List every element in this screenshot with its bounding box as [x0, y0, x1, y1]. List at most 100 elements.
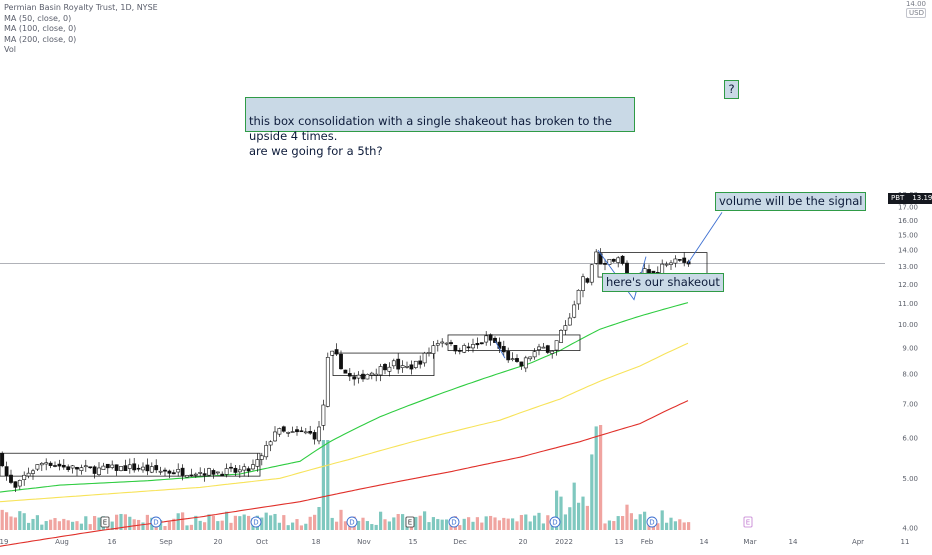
- candle-body: [325, 357, 330, 407]
- candle-body: [224, 468, 229, 475]
- x-tick-label: 16: [108, 538, 117, 546]
- x-tick-label: 20: [519, 538, 528, 546]
- candle-body: [9, 474, 13, 483]
- dividend-icon[interactable]: D: [346, 516, 358, 528]
- y-tick-label: 10.00: [898, 321, 918, 329]
- dividend-icon[interactable]: D: [150, 516, 162, 528]
- volume-bar: [317, 507, 321, 530]
- note-volume[interactable]: volume will be the signal: [715, 192, 867, 211]
- earnings-badge: [743, 516, 753, 528]
- dividend-icon[interactable]: D: [250, 516, 262, 528]
- volume-bar: [145, 514, 149, 530]
- volume-bar: [537, 512, 541, 530]
- candle-body: [273, 431, 277, 442]
- volume-bar: [401, 514, 405, 530]
- event-label: D: [649, 519, 654, 527]
- note-main[interactable]: this box consolidation with a single sha…: [245, 97, 635, 158]
- candle-body: [83, 465, 88, 468]
- earnings-icon[interactable]: E: [405, 516, 415, 528]
- candle-body: [26, 472, 31, 477]
- volume-bar: [62, 518, 66, 530]
- y-tick-label: 8.00: [902, 371, 918, 379]
- candle-body: [171, 472, 176, 475]
- candle-body: [413, 360, 418, 368]
- y-tick-label: 15.00: [898, 231, 918, 239]
- candle-body: [356, 374, 361, 379]
- earnings-icon[interactable]: E: [100, 516, 110, 528]
- volume-bar: [207, 514, 211, 530]
- candle-body: [581, 276, 585, 291]
- candle-body: [48, 462, 53, 466]
- candle-body: [4, 466, 9, 476]
- volume-bar: [313, 514, 317, 530]
- candle-body: [567, 317, 572, 326]
- ma50-line: [0, 302, 689, 493]
- candle-body: [299, 430, 304, 433]
- volume-bar: [53, 518, 57, 530]
- chart-legend: Permian Basin Royalty Trust, 1D, NYSE MA…: [4, 3, 158, 56]
- candle-body: [154, 465, 159, 471]
- candle-body: [576, 289, 581, 305]
- dividend-icon[interactable]: D: [549, 516, 561, 528]
- candle-body: [444, 342, 449, 345]
- volume-bar: [181, 512, 185, 530]
- volume-bar: [374, 524, 378, 530]
- volume-bar: [229, 522, 233, 530]
- candle-body: [308, 430, 313, 434]
- x-tick-label: 14: [700, 538, 709, 546]
- note-question[interactable]: ?: [724, 80, 739, 99]
- volume-legend[interactable]: Vol: [4, 45, 16, 54]
- ma100-legend[interactable]: MA (100, close, 0): [4, 24, 77, 33]
- volume-bar: [203, 522, 207, 530]
- x-tick-label: Sep: [159, 538, 173, 546]
- volume-bar: [326, 440, 330, 530]
- volume-bar: [216, 521, 220, 530]
- volume-bar: [238, 516, 242, 530]
- candle-body: [312, 432, 317, 440]
- candle-body: [479, 342, 484, 345]
- volume-bar: [343, 521, 347, 530]
- candle-body: [97, 467, 101, 475]
- dividend-icon[interactable]: D: [448, 516, 460, 528]
- volume-bar: [383, 519, 387, 530]
- candle-body: [334, 349, 339, 355]
- event-label: D: [349, 519, 354, 527]
- currency-label: 14.00 USD: [905, 0, 926, 18]
- event-label: D: [253, 519, 258, 527]
- candle-body: [290, 431, 295, 433]
- volume-bar: [572, 482, 576, 530]
- candle-body: [427, 352, 431, 354]
- x-tick-label: Nov: [357, 538, 371, 546]
- volume-bar: [211, 515, 215, 530]
- candle-body: [202, 473, 207, 476]
- candle-body: [0, 453, 5, 467]
- candle-body: [61, 464, 66, 468]
- volume-bar: [379, 511, 383, 530]
- candle-body: [589, 264, 594, 283]
- volume-bar: [141, 522, 145, 530]
- volume-bar: [511, 518, 515, 530]
- symbol-title[interactable]: Permian Basin Royalty Trust, 1D, NYSE: [4, 3, 158, 12]
- candle-body: [449, 342, 453, 345]
- candle-body: [462, 345, 467, 353]
- volume-bar: [524, 514, 528, 530]
- dividend-icon[interactable]: D: [646, 516, 658, 528]
- ma50-legend[interactable]: MA (50, close, 0): [4, 13, 72, 23]
- currency-unit: USD: [905, 8, 926, 18]
- volume-bar: [480, 522, 484, 530]
- volume-bar: [167, 521, 171, 530]
- earnings-icon[interactable]: E: [743, 516, 753, 528]
- candle-body: [471, 344, 475, 349]
- candlesticks: [0, 248, 691, 493]
- volume-bar: [97, 517, 101, 530]
- volume-bar: [541, 523, 545, 530]
- candle-body: [484, 335, 489, 343]
- x-tick-label: 11: [901, 538, 910, 546]
- note-shakeout[interactable]: here's our shakeout: [602, 273, 724, 292]
- annotation-line: [597, 249, 647, 301]
- volume-bar: [40, 524, 44, 530]
- ma200-legend[interactable]: MA (200, close, 0): [4, 34, 77, 44]
- candle-body: [673, 258, 678, 264]
